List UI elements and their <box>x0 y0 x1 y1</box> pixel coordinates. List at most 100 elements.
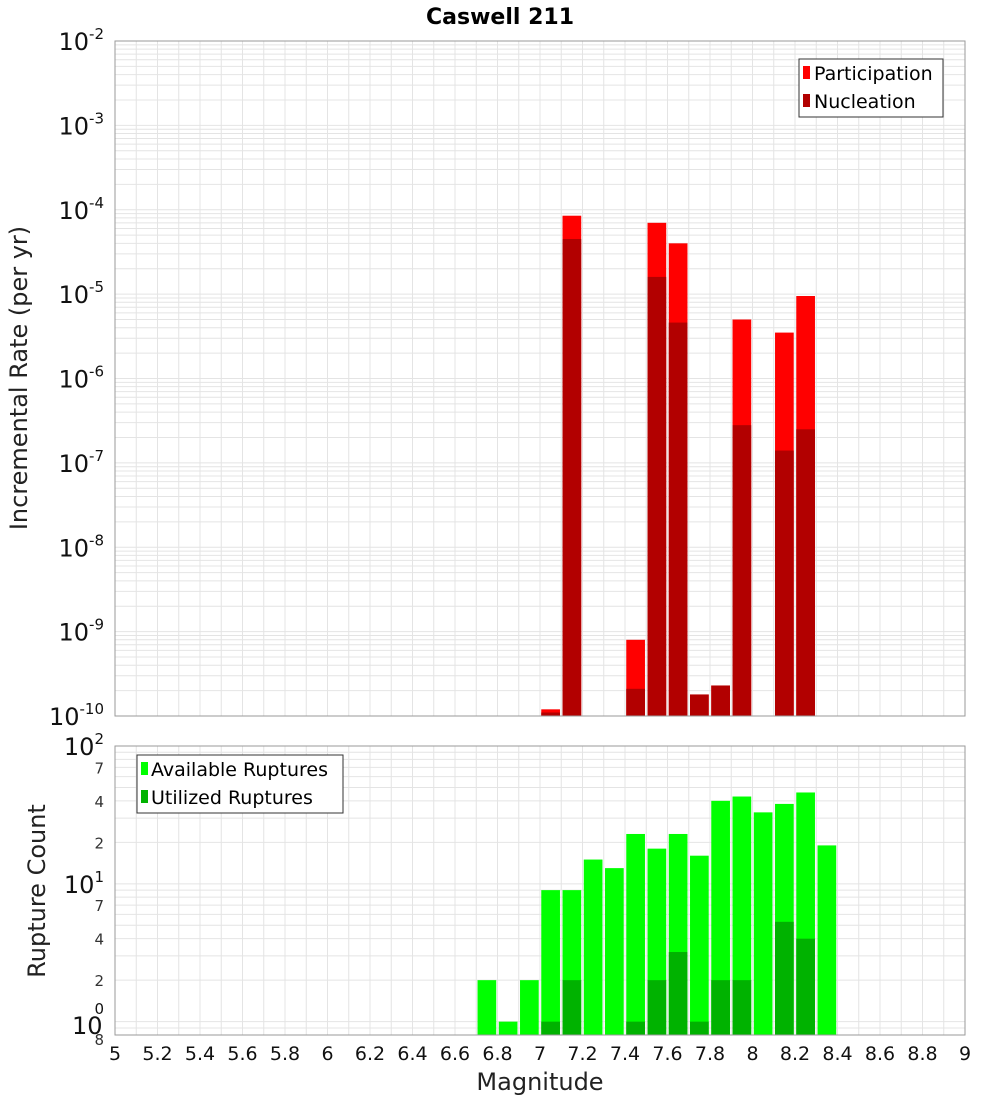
rate-y-tick-label: 10-2 <box>58 25 104 56</box>
magnitude-x-tick-label: 5.6 <box>227 1043 257 1065</box>
magnitude-x-tick-label: 5.4 <box>185 1043 215 1065</box>
count-available-ruptures-bar <box>817 845 837 1035</box>
rate-panel: 10-10 10-9 10-8 10-7 10-6 10-5 10-4 10-3 10-2 In… <box>5 25 966 731</box>
count-utilized-ruptures-bar <box>690 1021 709 1035</box>
count-legend: Available Ruptures Utilized Ruptures <box>136 754 344 814</box>
magnitude-x-tick-label: 7 <box>534 1043 546 1065</box>
rate-y-tick-label: 10-10 <box>49 700 104 731</box>
count-utilized-ruptures-bar <box>541 1021 560 1035</box>
magnitude-x-tick-label: 6 <box>321 1043 333 1065</box>
rate-nucleation-bar <box>711 685 730 716</box>
rate-nucleation-bar <box>690 694 709 716</box>
rate-nucleation-bar <box>626 688 645 716</box>
count-available-ruptures-bar <box>753 812 773 1035</box>
rate-nucleation-bar <box>668 322 688 716</box>
rate-legend-box <box>798 58 944 118</box>
count-plot-frame <box>114 745 966 1036</box>
count-panel: 102 101 100 2 4 7 2 4 7 8 5 5.2 5.4 5.6 5.8 6 6.2 6.4 6.6… <box>23 730 971 1096</box>
magnitude-x-axis-label: Magnitude <box>476 1068 603 1096</box>
available-legend-label: Available Ruptures <box>151 759 328 781</box>
magnitude-x-tick-label: 5.8 <box>270 1043 300 1065</box>
nucleation-legend-label: Nucleation <box>814 91 916 113</box>
rate-nucleation-bar <box>796 429 815 716</box>
magnitude-x-tick-label: 6.4 <box>397 1043 427 1065</box>
chart-title: Caswell 211 <box>426 5 574 30</box>
rate-grid <box>114 41 966 717</box>
rate-y-tick-label: 10-3 <box>58 109 104 140</box>
nucleation-swatch <box>803 94 810 107</box>
magnitude-x-tick-label: 8.4 <box>822 1043 852 1065</box>
rate-y-tick-label: 10-5 <box>58 278 104 309</box>
utilized-legend-label: Utilized Ruptures <box>151 787 313 809</box>
rate-y-tick-label: 10-6 <box>58 363 104 394</box>
magnitude-x-tick-label: 7.4 <box>610 1043 640 1065</box>
count-y-axis-label: Rupture Count <box>23 804 51 978</box>
rate-nucleation-bar <box>775 450 794 716</box>
magnitude-x-tick-label: 5 <box>109 1043 121 1065</box>
count-y-tick-label: 102 <box>64 730 104 761</box>
participation-legend-label: Participation <box>814 63 933 85</box>
count-y-tick-label: 10 <box>72 1012 103 1040</box>
rate-y-axis-label: Incremental Rate (per yr) <box>5 226 33 530</box>
magnitude-x-tick-label: 8.6 <box>865 1043 895 1065</box>
magnitude-x-tick-label: 6.2 <box>355 1043 385 1065</box>
count-available-ruptures-bar <box>605 868 624 1035</box>
count-utilized-ruptures-bar <box>562 980 582 1035</box>
magnitude-x-ticks: 5 5.2 5.4 5.6 5.8 6 6.2 6.4 6.6 6.8 7 7.2 7.4 7.6 7.8 8… <box>109 1043 971 1065</box>
utilized-swatch <box>141 790 148 803</box>
count-utilized-ruptures-bar <box>626 1021 645 1035</box>
rate-nucleation-bar <box>562 239 582 716</box>
magnitude-x-tick-label: 5.2 <box>142 1043 172 1065</box>
count-grid <box>114 746 966 1036</box>
count-available-ruptures-bar <box>477 980 497 1035</box>
magnitude-x-tick-label: 8 <box>746 1043 758 1065</box>
count-y-tick-label: 0 <box>94 1000 104 1018</box>
available-swatch <box>141 762 148 775</box>
count-utilized-ruptures-bar <box>647 980 667 1035</box>
count-available-ruptures-bar <box>520 980 539 1035</box>
count-y-minor-tick-label: 4 <box>94 931 104 949</box>
count-available-ruptures-bar <box>498 1021 518 1035</box>
count-available-ruptures-bar <box>690 855 709 1035</box>
rate-nucleation-bar <box>732 425 752 716</box>
rate-plot-frame <box>114 40 966 717</box>
magnitude-x-tick-label: 7.6 <box>652 1043 682 1065</box>
count-available-ruptures-bar <box>583 859 603 1035</box>
count-available-ruptures-bar <box>732 796 752 1035</box>
count-utilized-ruptures-bar <box>732 980 752 1035</box>
count-y-minor-tick-label: 2 <box>94 834 104 852</box>
magnitude-x-tick-label: 7.2 <box>567 1043 597 1065</box>
magnitude-x-tick-label: 9 <box>959 1043 971 1065</box>
count-legend-box <box>136 754 344 814</box>
magnitude-x-tick-label: 6.8 <box>482 1043 512 1065</box>
rate-bars <box>541 215 815 716</box>
count-available-ruptures-bar <box>541 890 560 1035</box>
rate-y-tick-label: 10-4 <box>58 194 104 225</box>
participation-swatch <box>803 66 810 79</box>
magnitude-x-tick-label: 8.2 <box>780 1043 810 1065</box>
count-y-ticks: 102 101 100 2 4 7 2 4 7 8 <box>64 730 104 1049</box>
rate-y-ticks: 10-10 10-9 10-8 10-7 10-6 10-5 10-4 10-3 10-2 <box>49 25 104 731</box>
rate-nucleation-bar <box>647 276 667 716</box>
magnitude-x-tick-label: 8.8 <box>907 1043 937 1065</box>
rate-nucleation-bar <box>541 712 560 716</box>
count-utilized-ruptures-bar <box>711 980 730 1035</box>
count-y-minor-tick-label: 2 <box>94 972 104 990</box>
rate-y-tick-label: 10-8 <box>58 531 104 562</box>
rate-y-tick-label: 10-9 <box>58 616 104 647</box>
magnitude-x-tick-label: 6.6 <box>440 1043 470 1065</box>
rate-legend: Participation Nucleation <box>798 58 944 118</box>
count-utilized-ruptures-bar <box>775 921 794 1035</box>
rate-y-tick-label: 10-7 <box>58 447 104 478</box>
count-y-minor-tick-label: 8 <box>94 1031 104 1049</box>
count-y-minor-tick-label: 4 <box>94 793 104 811</box>
count-utilized-ruptures-bar <box>796 938 815 1035</box>
count-available-ruptures-bar <box>711 800 730 1035</box>
count-utilized-ruptures-bar <box>668 952 688 1035</box>
count-y-tick-label: 101 <box>64 868 104 899</box>
count-y-minor-tick-label: 7 <box>94 897 104 915</box>
magnitude-x-tick-label: 7.8 <box>695 1043 725 1065</box>
count-available-ruptures-bar <box>626 833 645 1035</box>
count-y-minor-tick-label: 7 <box>94 759 104 777</box>
